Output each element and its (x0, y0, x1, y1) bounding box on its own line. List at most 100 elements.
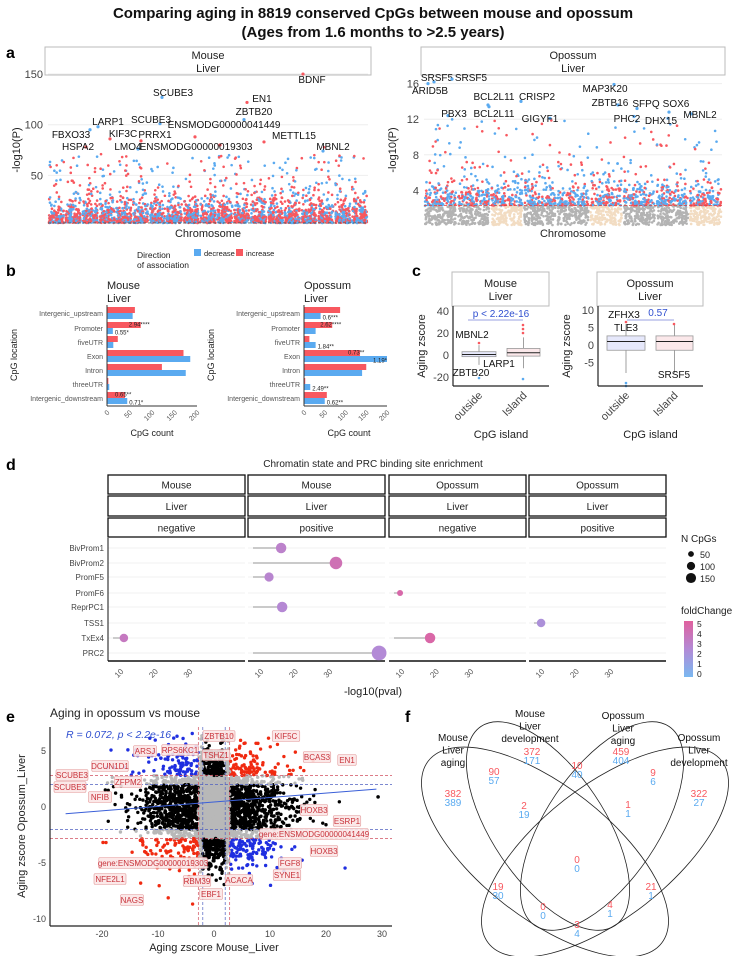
cpg-point (99, 167, 102, 171)
cpg-point (156, 186, 160, 189)
cpg-point (354, 212, 358, 215)
nonsig-point (483, 212, 487, 216)
cpg-point (486, 164, 489, 168)
cpg-point (103, 181, 107, 185)
cpg-point (184, 216, 188, 220)
cpg-point (253, 214, 257, 218)
cpg-point (78, 215, 82, 219)
cpg-point (223, 203, 227, 206)
cpg-point (494, 189, 497, 193)
cpg-point (649, 130, 653, 134)
cpg-point (241, 214, 245, 217)
cpg-point (646, 180, 649, 184)
cpg-point (222, 165, 225, 169)
cpg-point (623, 200, 627, 204)
nonsig-point (468, 211, 472, 215)
nonsig-point (618, 223, 621, 227)
cpg-point (485, 188, 488, 192)
strip-label: Liver (561, 63, 585, 75)
cpg-point (634, 172, 638, 176)
cpg-point (234, 204, 237, 207)
nonsig-point (590, 214, 594, 217)
cpg-point (55, 164, 59, 167)
cpg-point (48, 196, 52, 199)
cpg-point (66, 203, 69, 206)
cpg-point (322, 193, 326, 196)
cpg-point (622, 189, 626, 193)
cpg-point (291, 194, 294, 198)
cpg-point (247, 216, 251, 220)
nonsig-point (560, 222, 563, 226)
cpg-point (497, 191, 501, 195)
cpg-point (534, 184, 537, 187)
cpg-point (152, 219, 155, 223)
nonsig-point (449, 206, 453, 210)
nonsig-point (538, 216, 542, 220)
nonsig-point (645, 217, 648, 220)
cpg-point (289, 212, 292, 216)
nonsig-point (595, 208, 599, 212)
cpg-point (125, 164, 128, 167)
cpg-point (454, 191, 458, 194)
cpg-point (639, 165, 643, 169)
cpg-point (82, 216, 86, 220)
cpg-point (78, 196, 82, 200)
cpg-point (338, 208, 341, 211)
cpg-point (263, 164, 267, 167)
cpg-point (250, 178, 254, 182)
cpg-point (64, 213, 68, 217)
nonsig-point (637, 217, 640, 221)
cpg-point (129, 198, 133, 202)
nonsig-point (657, 209, 660, 213)
cpg-point (632, 186, 635, 190)
cpg-point (503, 155, 507, 159)
cpg-point (150, 201, 153, 205)
nonsig-point (641, 207, 644, 211)
cpg-point (94, 202, 97, 206)
cpg-point (262, 218, 265, 222)
cpg-point (347, 178, 351, 182)
nonsig-point (549, 220, 553, 224)
nonsig-point (504, 222, 508, 225)
cpg-point (151, 209, 154, 212)
cpg-point (101, 220, 105, 224)
cpg-point (318, 203, 322, 206)
cpg-point (354, 202, 358, 205)
cpg-point (224, 176, 228, 180)
cpg-point (348, 217, 351, 221)
cpg-point (129, 213, 133, 216)
cpg-point (651, 180, 654, 183)
cpg-point (154, 199, 158, 203)
cpg-point (190, 208, 194, 212)
cpg-point (101, 212, 105, 215)
cpg-point (533, 200, 536, 204)
cpg-point (584, 192, 588, 195)
gene-label: ENSMODG00000019303 (140, 142, 253, 153)
cpg-point (581, 168, 584, 172)
cpg-point (471, 161, 474, 165)
nonsig-point (454, 221, 457, 224)
cpg-point (493, 132, 497, 135)
cpg-point (246, 193, 249, 197)
cpg-point (95, 204, 99, 208)
nonsig-point (457, 222, 461, 225)
cpg-point (463, 127, 466, 130)
cpg-point (431, 145, 435, 148)
cpg-point (119, 194, 122, 198)
nonsig-point (648, 210, 651, 214)
manhattan-mouse: MouseLiver50100150-log10(P)ChromosomeBDN… (11, 46, 372, 240)
cpg-point (235, 173, 238, 176)
cpg-point (269, 214, 273, 218)
cpg-point (607, 188, 610, 191)
nonsig-point (461, 208, 465, 212)
cpg-point (260, 190, 264, 194)
cpg-point (308, 214, 312, 218)
cpg-point (290, 185, 294, 189)
cpg-point (616, 194, 619, 198)
nonsig-point (538, 220, 542, 223)
cpg-point (86, 214, 89, 218)
cpg-point (604, 202, 608, 205)
cpg-point (99, 207, 102, 211)
nonsig-point (640, 220, 644, 223)
cpg-point (586, 189, 589, 192)
